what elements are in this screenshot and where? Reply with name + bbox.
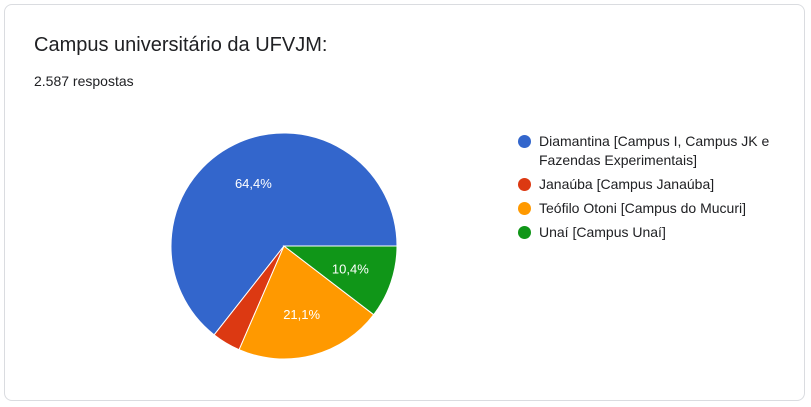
pie-chart: 64,4% 21,1% 10,4%	[170, 132, 398, 360]
slice-percent-label: 21,1%	[283, 307, 320, 322]
slice-percent-label: 64,4%	[235, 176, 272, 191]
chart-legend: Diamantina [Campus I, Campus JK e Fazend…	[518, 132, 778, 247]
legend-item[interactable]: Diamantina [Campus I, Campus JK e Fazend…	[518, 132, 778, 170]
response-count: 2.587 respostas	[34, 73, 134, 89]
slice-percent-label: 10,4%	[332, 261, 369, 276]
chart-title: Campus universitário da UFVJM:	[34, 34, 328, 56]
pie-slice[interactable]	[282, 245, 398, 316]
pie-slice[interactable]	[170, 132, 398, 336]
legend-color-dot-icon	[518, 135, 531, 148]
legend-color-dot-icon	[518, 226, 531, 239]
legend-color-dot-icon	[518, 202, 531, 215]
chart-card: Campus universitário da UFVJM: 2.587 res…	[4, 4, 805, 401]
legend-item[interactable]: Janaúba [Campus Janaúba]	[518, 175, 778, 194]
legend-label: Unaí [Campus Unaí]	[539, 224, 666, 240]
legend-label: Diamantina [Campus I, Campus JK e Fazend…	[539, 133, 770, 168]
legend-item[interactable]: Unaí [Campus Unaí]	[518, 223, 778, 242]
pie-slice[interactable]	[238, 245, 375, 360]
legend-item[interactable]: Teófilo Otoni [Campus do Mucuri]	[518, 199, 778, 218]
legend-label: Teófilo Otoni [Campus do Mucuri]	[539, 200, 746, 216]
legend-color-dot-icon	[518, 178, 531, 191]
legend-label: Janaúba [Campus Janaúba]	[539, 176, 715, 192]
